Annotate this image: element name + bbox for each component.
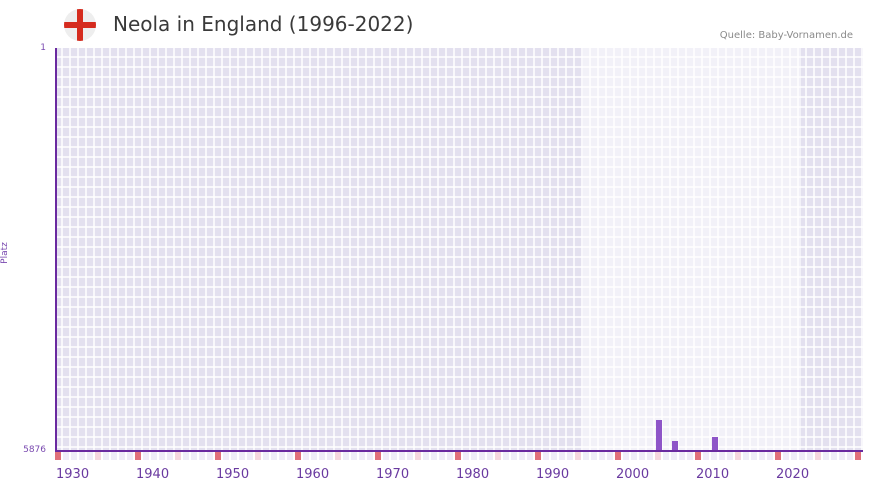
x-tick-2020: 2020 <box>776 467 810 482</box>
x-axis-line <box>55 450 863 452</box>
half-decade-marker <box>175 452 181 460</box>
x-tick-1930: 1930 <box>56 467 90 482</box>
x-tick-2010: 2010 <box>696 467 730 482</box>
decade-marker <box>375 452 381 460</box>
half-decade-marker <box>415 452 421 460</box>
decade-marker <box>855 452 861 460</box>
decade-marker <box>615 452 621 460</box>
half-decade-marker <box>255 452 261 460</box>
half-decade-marker <box>655 452 661 460</box>
half-decade-marker <box>495 452 501 460</box>
decade-marker <box>135 452 141 460</box>
half-decade-marker <box>815 452 821 460</box>
chart-title: Neola in England (1996-2022) <box>113 12 414 36</box>
x-tick-1990: 1990 <box>536 467 570 482</box>
source-credit: Quelle: Baby-Vornamen.de <box>719 30 853 41</box>
bar-2010[interactable] <box>712 437 718 450</box>
half-decade-marker <box>335 452 341 460</box>
y-axis-line <box>55 48 57 451</box>
x-tick-1950: 1950 <box>216 467 250 482</box>
plot-area <box>55 48 863 450</box>
x-tick-1940: 1940 <box>136 467 170 482</box>
decade-marker <box>215 452 221 460</box>
y-axis-title: Platz <box>0 242 10 264</box>
x-tick-1960: 1960 <box>296 467 330 482</box>
decade-marker <box>55 452 61 460</box>
y-tick-bottom: 5876 <box>23 445 46 455</box>
grid-horizontal <box>55 48 863 450</box>
x-tick-1980: 1980 <box>456 467 490 482</box>
decade-marker <box>295 452 301 460</box>
bar-2003[interactable] <box>656 420 662 450</box>
x-tick-2000: 2000 <box>616 467 650 482</box>
x-tick-1970: 1970 <box>376 467 410 482</box>
decade-marker <box>695 452 701 460</box>
bar-2005[interactable] <box>672 441 678 450</box>
y-tick-top: 1 <box>40 43 46 53</box>
half-decade-marker <box>575 452 581 460</box>
england-flag-icon <box>64 9 96 41</box>
decade-marker <box>775 452 781 460</box>
half-decade-marker <box>95 452 101 460</box>
year-marker-strip <box>55 452 863 460</box>
chart-header: Neola in England (1996-2022) Quelle: Bab… <box>0 0 873 48</box>
decade-marker <box>455 452 461 460</box>
decade-marker <box>535 452 541 460</box>
half-decade-marker <box>735 452 741 460</box>
